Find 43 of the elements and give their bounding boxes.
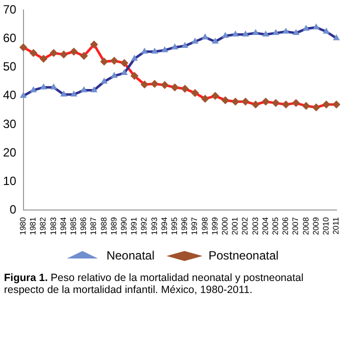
x-tick-label: 2011 xyxy=(332,216,341,234)
x-tick-label: 1996 xyxy=(180,216,190,235)
x-tick-label: 1992 xyxy=(140,216,149,235)
x-tick-label: 1984 xyxy=(58,216,68,235)
x-tick-label: 1987 xyxy=(89,216,98,235)
x-tick-label: 1999 xyxy=(210,216,220,235)
text: Figura 1. Peso relativo de la mortalidad neonatal y postneonatal respecto de la mortalidad infantil. México, 1980-2011. xyxy=(4,272,304,296)
y-tick-label: 40 xyxy=(2,88,17,102)
x-tick-label: 2008 xyxy=(301,216,310,235)
x-tick-label: 1982 xyxy=(38,216,48,235)
x-tick-label: 1995 xyxy=(170,216,180,235)
x-tick-label: 1993 xyxy=(150,216,159,235)
y-tick-label: 30 xyxy=(2,116,17,131)
x-tick-label: 1997 xyxy=(190,216,200,235)
x-tick-label: 2006 xyxy=(281,216,290,235)
x-tick-label: 1989 xyxy=(109,216,118,235)
x-tick-label: 2000 xyxy=(220,216,230,235)
x-tick-label: 2010 xyxy=(322,216,331,235)
x-tick-label: 1981 xyxy=(28,216,38,235)
y-tick-label: 10 xyxy=(2,174,17,188)
x-tick-label: 1991 xyxy=(130,216,139,235)
x-tick-label: 1994 xyxy=(160,216,169,235)
legend-label: Neonatal xyxy=(106,248,154,262)
y-tick-label: 60 xyxy=(2,31,17,46)
x-tick-label: 1980 xyxy=(18,216,28,235)
x-tick-label: 2002 xyxy=(240,216,250,235)
y-tick-label: 50 xyxy=(2,60,17,74)
x-tick-label: 2009 xyxy=(311,216,320,235)
y-tick-label: 0 xyxy=(10,202,17,217)
x-tick-label: 1985 xyxy=(69,216,78,235)
x-tick-label: 1998 xyxy=(200,216,210,235)
x-tick-label: 1986 xyxy=(79,216,88,235)
x-tick-label: 1988 xyxy=(99,216,108,235)
x-tick-label: 1990 xyxy=(120,216,129,235)
y-tick-label: 20 xyxy=(2,145,17,160)
x-tick-label: 2007 xyxy=(291,216,300,235)
x-tick-label: 1983 xyxy=(48,216,58,235)
x-tick-label: 2003 xyxy=(250,216,260,235)
y-tick-label: 70 xyxy=(2,2,17,17)
legend-label: Postneonatal xyxy=(208,248,279,262)
x-tick-label: 2005 xyxy=(271,216,280,235)
x-tick-label: 2004 xyxy=(260,216,270,235)
x-tick-label: 2001 xyxy=(230,216,240,235)
